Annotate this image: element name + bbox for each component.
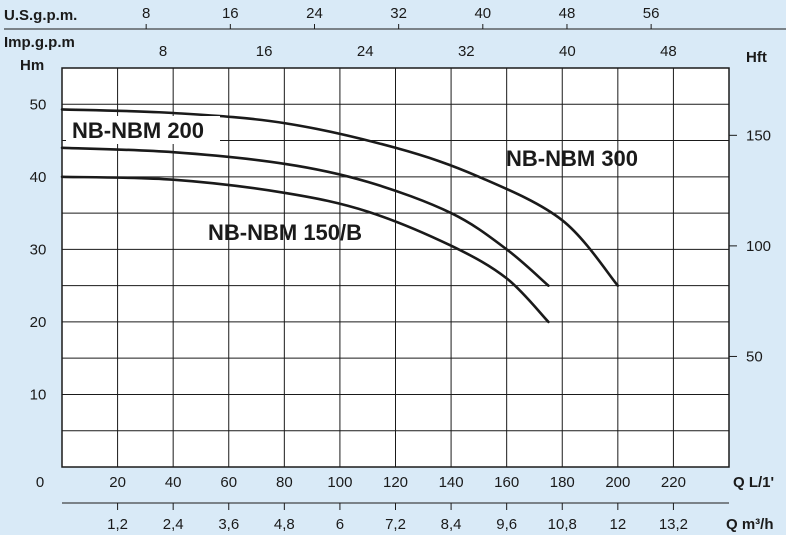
impgpm-axis-label: Imp.g.p.m: [4, 34, 75, 51]
head-ft-axis-label: Hft: [746, 49, 767, 66]
series-line-2: [60, 175, 550, 324]
m3h-tick-label: 3,6: [218, 516, 239, 533]
lpm-tick-label: 180: [550, 474, 575, 491]
pump-curves: [60, 108, 620, 324]
curve-label-nbm-300: NB-NBM 300: [506, 146, 638, 171]
m3h-tick-label: 12: [609, 516, 626, 533]
usgpm-tick-label: 24: [306, 5, 323, 22]
impgpm-tick-label: 24: [357, 43, 374, 60]
lpm-tick-label: 20: [109, 474, 126, 491]
impgpm-tick-label: 16: [256, 43, 273, 60]
m3h-tick-label: 10,8: [548, 516, 577, 533]
series-line-0: [60, 108, 620, 287]
head-ft-ticks: 50 100 150: [729, 127, 771, 365]
series-line-1: [60, 146, 550, 287]
m3h-tick-label: 13,2: [659, 516, 688, 533]
usgpm-tick-label: 16: [222, 5, 239, 22]
head-m-tick-label: 30: [30, 241, 47, 258]
head-m-tick-label: 50: [30, 96, 47, 113]
usgpm-tick-label: 56: [643, 5, 660, 22]
lpm-tick-label: 80: [276, 474, 293, 491]
head-m-tick-label: 10: [30, 386, 47, 403]
m3h-tick-label: 2,4: [163, 516, 184, 533]
lpm-tick-label: 200: [605, 474, 630, 491]
head-ft-tick-label: 50: [746, 348, 763, 365]
m3h-tick-label: 6: [336, 516, 344, 533]
m3h-tick-label: 1,2: [107, 516, 128, 533]
head-m-tick-label: 20: [30, 314, 47, 331]
curve-label-bg-nbm-200: [66, 116, 220, 144]
curve-label-nbm-200: NB-NBM 200: [72, 118, 204, 143]
lpm-tick-label: 100: [327, 474, 352, 491]
usgpm-tick-label: 32: [390, 5, 407, 22]
curve-label-nbm-150b: NB-NBM 150/B: [208, 220, 362, 245]
grid-lines: [62, 68, 729, 467]
impgpm-tick-label: 8: [159, 43, 167, 60]
lpm-tick-label: 160: [494, 474, 519, 491]
usgpm-ticks: 8 16 24 32 40 48 56: [142, 5, 659, 29]
impgpm-ticks: 8 16 24 32 40 48: [159, 43, 677, 60]
head-m-axis-label: Hm: [20, 57, 44, 74]
zero-label: 0: [36, 474, 44, 491]
head-m-ticks: 10 20 30 40 50: [30, 96, 47, 403]
m3h-ticks: 1,2 2,4 3,6 4,8 6 7,2 8,4 9,6 10,8 12 13,2: [107, 503, 688, 533]
lpm-tick-label: 60: [220, 474, 237, 491]
m3h-axis-label: Q m³/h: [726, 516, 774, 533]
head-ft-tick-label: 150: [746, 127, 771, 144]
impgpm-tick-label: 32: [458, 43, 475, 60]
usgpm-axis-label: U.S.g.p.m.: [4, 7, 77, 24]
lpm-tick-label: 40: [165, 474, 182, 491]
head-m-tick-label: 40: [30, 169, 47, 186]
head-ft-tick-label: 100: [746, 238, 771, 255]
m3h-tick-label: 7,2: [385, 516, 406, 533]
usgpm-tick-label: 40: [474, 5, 491, 22]
lpm-tick-label: 120: [383, 474, 408, 491]
m3h-tick-label: 8,4: [441, 516, 462, 533]
usgpm-tick-label: 8: [142, 5, 150, 22]
lpm-ticks: 20 40 60 80 100 120 140 160 180 200 220: [109, 474, 686, 491]
lpm-axis-label: Q L/1': [733, 474, 774, 491]
lpm-tick-label: 220: [661, 474, 686, 491]
impgpm-tick-label: 48: [660, 43, 677, 60]
m3h-tick-label: 4,8: [274, 516, 295, 533]
lpm-tick-label: 140: [439, 474, 464, 491]
usgpm-tick-label: 48: [559, 5, 576, 22]
impgpm-tick-label: 40: [559, 43, 576, 60]
m3h-tick-label: 9,6: [496, 516, 517, 533]
